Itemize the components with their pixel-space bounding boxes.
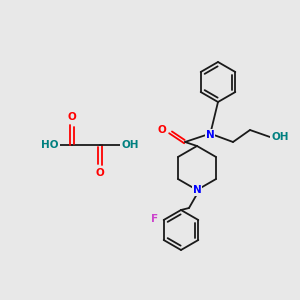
Text: O: O (96, 168, 104, 178)
Text: O: O (158, 125, 166, 135)
Text: F: F (151, 214, 158, 224)
Text: HO: HO (41, 140, 59, 150)
Text: N: N (206, 130, 214, 140)
Text: OH: OH (121, 140, 139, 150)
Text: N: N (193, 185, 201, 195)
Text: O: O (68, 112, 76, 122)
Text: OH: OH (271, 132, 289, 142)
